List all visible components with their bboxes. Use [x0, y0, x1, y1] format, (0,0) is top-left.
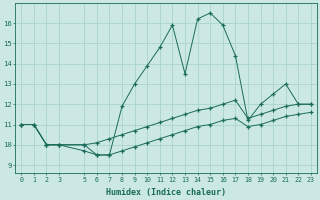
X-axis label: Humidex (Indice chaleur): Humidex (Indice chaleur)	[106, 188, 226, 197]
